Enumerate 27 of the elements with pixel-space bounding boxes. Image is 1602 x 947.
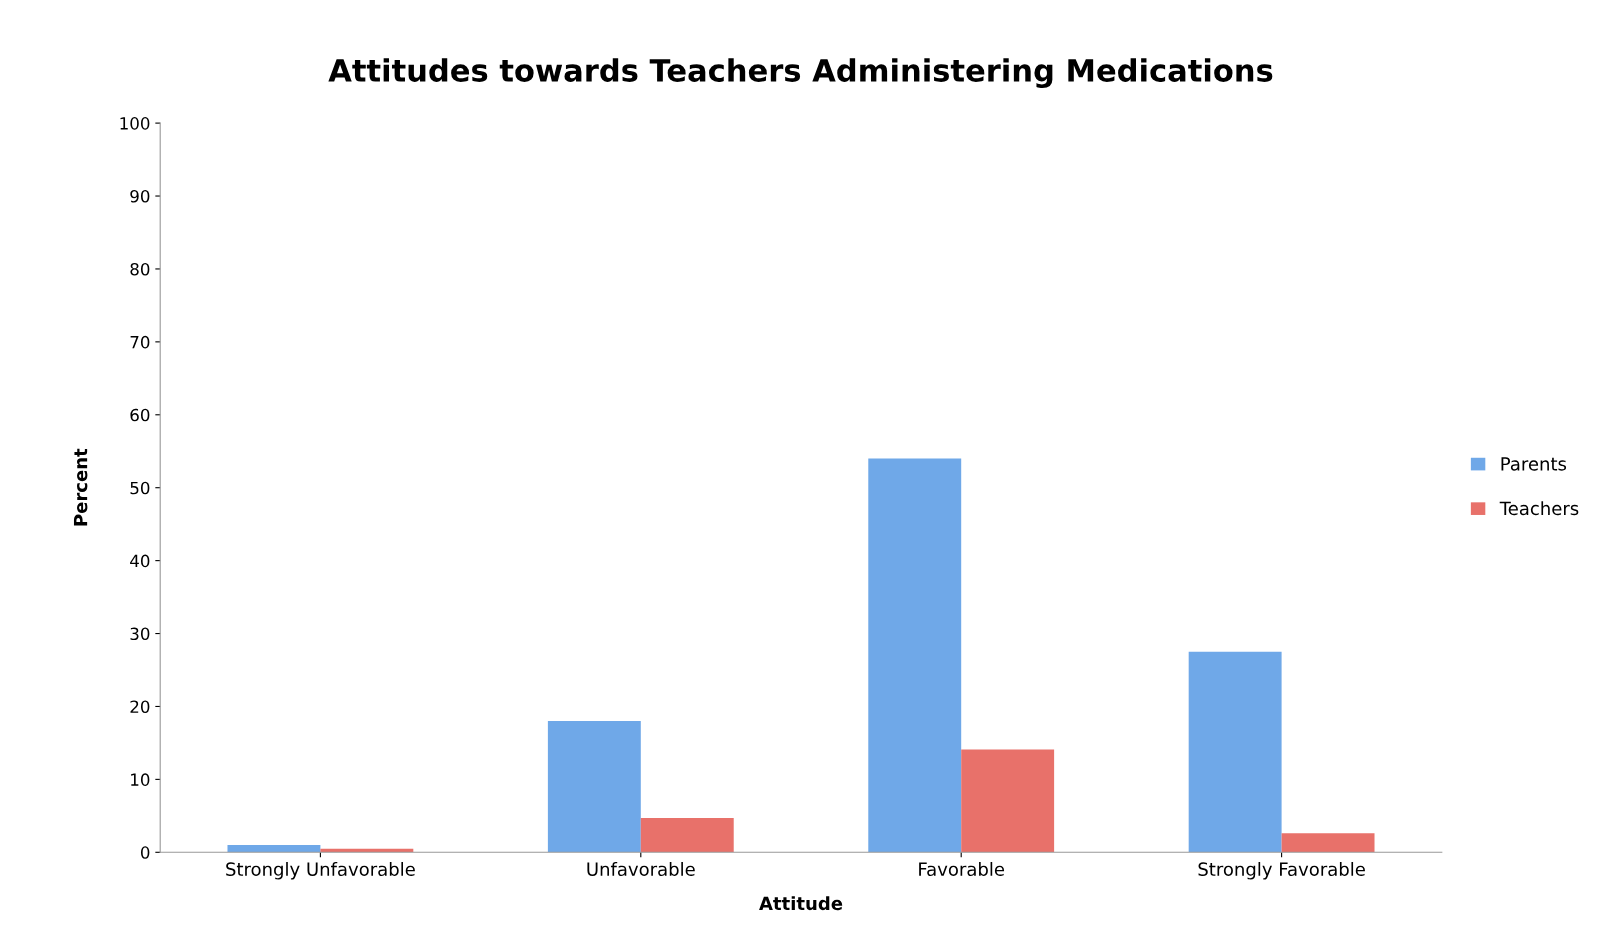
y-tick-label: 0 xyxy=(140,846,150,859)
y-tick-label: 80 xyxy=(130,262,150,276)
bar xyxy=(1281,833,1375,853)
legend-label: Parents xyxy=(1501,457,1567,471)
x-tick-label: Unfavorable xyxy=(587,862,695,876)
y-tick-label: 40 xyxy=(130,554,150,568)
y-tick-label: 50 xyxy=(130,481,150,495)
y-tick-label: 100 xyxy=(120,117,150,130)
x-tick-label: Strongly Favorable xyxy=(1198,862,1365,880)
x-axis-title: Attitude xyxy=(759,896,843,911)
y-tick-label: 10 xyxy=(131,773,150,786)
y-tick-label: 90 xyxy=(130,189,150,203)
bar xyxy=(868,458,962,853)
x-tick-label: Strongly Unfavorable xyxy=(226,862,415,880)
bar xyxy=(961,749,1055,853)
y-tick-label: 70 xyxy=(130,335,150,349)
bar xyxy=(227,845,321,853)
y-tick-label: 60 xyxy=(130,408,150,422)
legend-label: Teachers xyxy=(1499,501,1579,516)
y-tick-label: 30 xyxy=(130,627,150,641)
bar xyxy=(1188,651,1282,853)
chart-title: Attitudes towards Teachers Administering Medications xyxy=(328,58,1273,89)
y-tick-label: 20 xyxy=(130,700,150,714)
y-axis-title: Percent xyxy=(73,448,88,526)
bar xyxy=(640,818,734,853)
x-tick-label: Favorable xyxy=(919,862,1005,876)
bar xyxy=(547,721,641,853)
